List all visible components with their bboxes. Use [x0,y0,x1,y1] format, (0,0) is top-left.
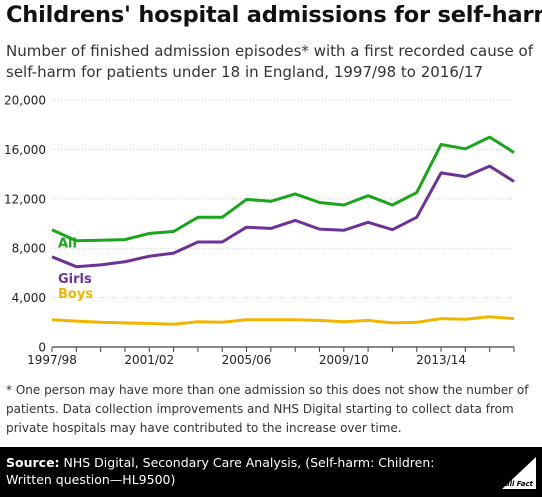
x-tick-label: 1997/98 [27,353,77,367]
chart-title: Childrens' hospital admissions for self-… [6,2,542,28]
source-footer: Source: NHS Digital, Secondary Care Anal… [0,447,542,497]
x-tick-label: 2005/06 [222,353,272,367]
series-line-girls [51,164,515,269]
series-line-boys [51,315,515,326]
y-tick-label: 16,000 [4,143,46,157]
x-tick-label: 2013/14 [416,353,466,367]
y-tick-label: 0 [38,341,46,355]
x-axis: 1997/98 2001/02 2005/06 2009/10 2013/14 [27,346,515,367]
x-tick-label: 2001/02 [124,353,174,367]
source-body: NHS Digital, Secondary Care Analysis, (S… [6,455,435,487]
x-tick-label: 2009/10 [319,353,369,367]
series-label-boys: Boys [58,287,93,302]
series-line-all [51,135,515,243]
series-label-all: All [58,237,77,252]
y-tick-label: 20,000 [4,94,46,108]
source-label: Source: [6,455,60,470]
footnote: * One person may have more than one admi… [6,383,529,435]
y-tick-label: 12,000 [4,192,46,206]
series-label-girls: Girls [58,272,92,287]
y-axis-ticks: 0 4,000 8,000 12,000 16,000 20,000 [4,94,46,355]
y-tick-label: 8,000 [12,242,46,256]
line-chart: 0 4,000 8,000 12,000 16,000 20,000 1997/98 200… [4,94,515,367]
source-text: Source: NHS Digital, Secondary Care Anal… [6,454,476,488]
chart-subtitle: Number of finished admission episodes* w… [6,42,533,81]
series-lines [51,135,515,326]
y-tick-label: 4,000 [12,291,46,305]
logo-text: Full Fact [500,480,533,488]
full-fact-logo-icon: Full Fact [500,457,536,489]
